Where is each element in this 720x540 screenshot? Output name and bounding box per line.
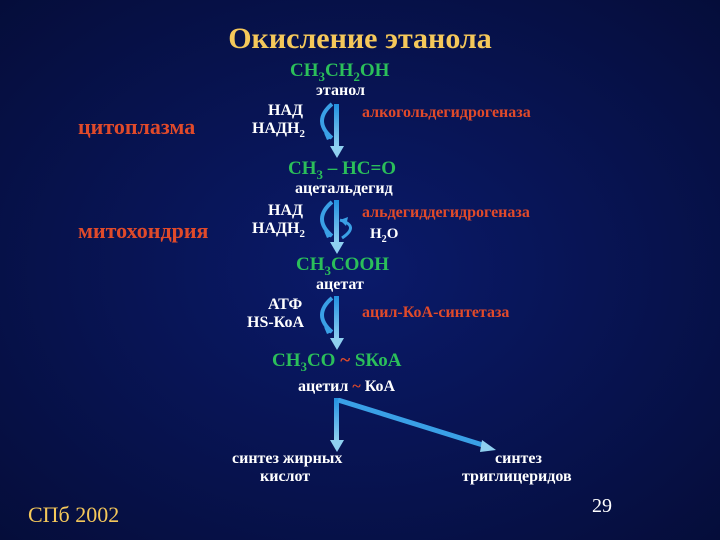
cofactor-curve-1 [306,100,340,142]
cofactor-h2o: Н2О [370,226,398,245]
footer-text: СПб 2002 [28,502,119,528]
cofactor-curve-2 [306,198,340,240]
compound-1-name: этанол [316,82,365,100]
compound-4-name: ацетил ~ КоА [298,378,395,396]
h2o-curve [338,216,368,242]
location-cytoplasm: цитоплазма [78,114,195,140]
cofactor-atp: АТФ [268,296,302,314]
enzyme-3: ацил-КоА-синтетаза [362,304,509,322]
arrow-product-right [336,398,506,456]
cofactor-nadh2-1: НАДН2 [252,120,305,140]
compound-3-name: ацетат [316,276,364,294]
compound-4-formula: CH3CO ~ SКоА [272,350,401,375]
cofactor-nad-2: НАД [268,202,303,220]
compound-2-name: ацетальдегид [295,180,393,198]
location-mitochondria: митохондрия [78,218,208,244]
page-number: 29 [592,495,612,518]
product-2-line2: триглицеридов [462,468,572,486]
page-title: Окисление этанола [228,22,492,56]
cofactor-nad-1: НАД [268,102,303,120]
cofactor-hskoa: HS-КоА [247,314,304,332]
cofactor-nadh2-2: НАДН2 [252,220,305,240]
product-1-line1: синтез жирных [232,450,342,468]
enzyme-2: альдегиддегидрогеназа [362,204,530,222]
product-1-line2: кислот [260,468,310,486]
enzyme-1: алкогольдегидрогеназа [362,104,531,122]
cofactor-curve-3 [306,294,340,336]
